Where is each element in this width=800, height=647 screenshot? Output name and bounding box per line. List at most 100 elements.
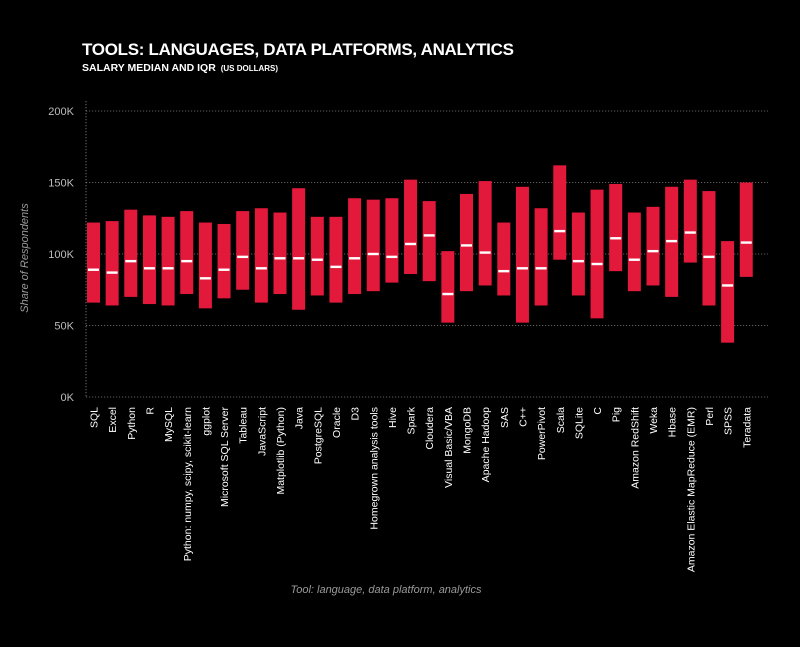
- x-tick-label: Oracle: [331, 407, 343, 438]
- x-tick-label: D3: [350, 407, 362, 421]
- iqr-bar: [310, 216, 324, 296]
- median-marker: [162, 267, 174, 270]
- iqr-bar: [478, 181, 492, 286]
- iqr-bar: [180, 211, 194, 295]
- iqr-bar: [571, 212, 585, 296]
- median-marker: [349, 257, 361, 260]
- median-marker: [274, 257, 286, 260]
- iqr-bar: [497, 222, 511, 296]
- x-axis: SQL Excel Python R MySQL Python: numpy, scipy…: [89, 406, 754, 572]
- x-tick-label: Python: numpy, scipy, scikit-learn: [182, 407, 194, 561]
- iqr-bar: [348, 198, 362, 295]
- median-marker: [479, 251, 491, 254]
- median-marker: [386, 255, 398, 259]
- iqr-bar: [385, 198, 399, 283]
- median-marker: [516, 267, 528, 270]
- x-tick-label: MySQL: [163, 407, 175, 442]
- y-tick-label: 100K: [48, 249, 74, 261]
- iqr-bar: [254, 208, 268, 303]
- y-tick-label: 200K: [48, 106, 74, 118]
- subtitle-unit: (US DOLLARS): [220, 64, 279, 73]
- x-tick-label: Hive: [387, 407, 399, 428]
- x-tick-label: SQL: [89, 407, 101, 428]
- iqr-bar: [590, 189, 604, 319]
- iqr-bar: [142, 215, 156, 305]
- y-tick-label: 0K: [61, 392, 75, 404]
- chart-title: TOOLS: LANGUAGES, DATA PLATFORMS, ANALYT…: [82, 40, 514, 59]
- x-tick-label: Teradata: [741, 407, 753, 448]
- x-tick-label: ggplot: [200, 407, 212, 436]
- iqr-bar: [627, 212, 641, 292]
- x-tick-label: PowerPivot: [536, 407, 548, 460]
- x-tick-label: C: [592, 407, 604, 415]
- y-tick-label: 150K: [48, 178, 74, 190]
- iqr-bar: [217, 223, 231, 299]
- median-marker: [610, 237, 622, 240]
- x-tick-label: C++: [517, 407, 529, 427]
- y-axis: 0K 50K 100K 150K 200K: [48, 101, 87, 404]
- x-tick-label: Cloudera: [424, 407, 436, 450]
- median-marker: [461, 244, 472, 247]
- iqr-bar: [721, 241, 735, 343]
- median-marker: [367, 252, 379, 256]
- x-tick-label: Microsoft SQL Server: [219, 407, 231, 507]
- x-tick-label: Excel: [107, 407, 119, 433]
- x-tick-label: Amazon RedShift: [629, 407, 641, 489]
- x-tick-label: Amazon Elastic MapReduce (EMR): [685, 407, 697, 572]
- iqr-bar: [161, 216, 175, 306]
- y-axis-label: Share of Respondents: [19, 203, 31, 313]
- x-tick-label: SAS: [499, 407, 511, 428]
- iqr-bar: [460, 193, 473, 292]
- median-marker: [293, 257, 305, 260]
- x-tick-label: Homegrown analysis tools: [368, 407, 380, 530]
- x-tick-label: Weka: [648, 407, 660, 434]
- iqr-bar: [87, 222, 100, 303]
- x-tick-label: Pig: [611, 407, 623, 422]
- x-tick-label: Hbase: [667, 407, 679, 438]
- median-marker: [498, 269, 510, 273]
- iqr-bar: [198, 222, 212, 309]
- x-tick-label: Tableau: [238, 407, 250, 444]
- x-tick-label: R: [144, 407, 156, 415]
- median-marker: [647, 249, 659, 253]
- bars-layer: [87, 165, 753, 343]
- median-marker: [218, 268, 230, 271]
- iqr-bar: [236, 211, 250, 290]
- x-tick-label: SPSS: [723, 407, 735, 435]
- iqr-bar: [739, 182, 753, 277]
- median-marker: [572, 259, 584, 263]
- x-tick-label: Perl: [704, 407, 716, 426]
- iqr-bar: [329, 216, 343, 303]
- median-marker: [125, 259, 137, 263]
- median-marker: [106, 271, 118, 274]
- iqr-bar: [292, 188, 306, 310]
- x-tick-label: Apache Hadoop: [480, 407, 492, 482]
- median-marker: [666, 239, 678, 243]
- x-tick-label: Spark: [406, 406, 418, 434]
- median-marker: [181, 259, 193, 263]
- median-marker: [442, 292, 454, 296]
- iqr-bar: [441, 251, 455, 323]
- y-tick-label: 50K: [54, 321, 74, 333]
- iqr-bar: [534, 208, 548, 306]
- median-marker: [722, 284, 734, 287]
- median-marker: [199, 277, 211, 280]
- median-marker: [88, 268, 99, 271]
- median-marker: [330, 265, 342, 269]
- x-axis-label: Tool: language, data platform, analytics: [291, 584, 482, 596]
- iqr-bar: [702, 191, 716, 306]
- x-tick-label: Python: [126, 407, 138, 440]
- x-tick-label: Matplotlib (Python): [275, 407, 287, 495]
- x-tick-label: JavaScript: [256, 407, 268, 456]
- x-tick-label: MongoDB: [462, 407, 474, 454]
- iqr-bar: [515, 186, 529, 323]
- x-tick-label: Visual Basic/VBA: [443, 407, 455, 488]
- iqr-bar: [553, 165, 567, 260]
- x-tick-label: Scala: [555, 407, 567, 433]
- x-tick-label: Java: [294, 407, 306, 429]
- chart-subtitle: SALARY MEDIAN AND IQR (US DOLLARS): [82, 62, 278, 74]
- iqr-bar: [404, 179, 418, 275]
- x-tick-label: SQLite: [573, 407, 585, 439]
- median-marker: [405, 242, 417, 246]
